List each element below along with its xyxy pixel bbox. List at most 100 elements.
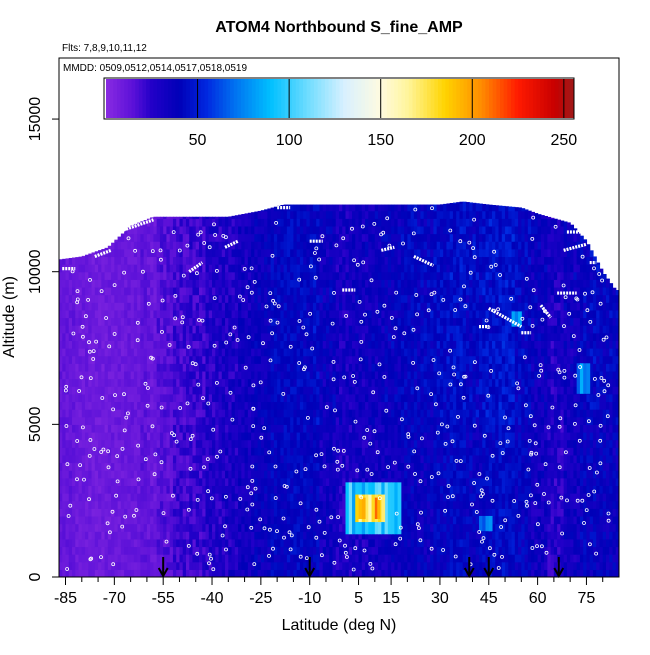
heatmap-cell [163,515,168,525]
heatmap-cell [130,431,135,441]
heatmap-cell [202,523,207,532]
heatmap-cell [234,317,239,326]
heatmap-cell [124,485,128,494]
heatmap-cell [78,500,83,509]
heatmap-cell [127,554,132,563]
heatmap-cell [127,477,132,487]
heatmap-cell [169,470,174,479]
heatmap-cell [114,523,119,532]
heatmap-cell [124,393,128,403]
heatmap-cell [241,393,246,403]
heatmap-cell [133,271,138,280]
heatmap-layer [59,201,619,577]
heatmap-cell [127,424,132,433]
heatmap-cell [120,256,125,265]
heatmap-cell [114,286,119,296]
heatmap-cell [238,264,242,273]
heatmap-cell [212,309,216,319]
heatmap-cell [59,348,63,357]
heatmap-cell [234,294,239,303]
heatmap-cell [150,233,155,242]
heatmap-cell [85,470,89,479]
heatmap-cell [91,515,96,525]
heatmap-cell [225,302,229,311]
heatmap-cell [205,279,210,288]
heatmap-cell [72,416,76,425]
heatmap-cell [231,531,236,540]
heatmap-cell [143,500,148,509]
heatmap-cell [140,477,145,487]
heatmap-cell [225,454,229,464]
heatmap-cell [88,325,93,334]
heatmap-cell [150,508,155,517]
heatmap-cell [202,493,207,502]
heatmap-cell [238,332,242,341]
heatmap-cell [140,393,145,403]
heatmap-cell [234,546,239,555]
heatmap-cell [195,378,200,387]
heatmap-cell [228,485,233,494]
heatmap-cell [75,424,80,433]
heatmap-cell [195,370,200,380]
heatmap-cell [111,424,115,433]
heatmap-cell [150,393,155,403]
heatmap-cell [172,386,177,395]
heatmap-cell [205,386,210,395]
heatmap-cell [59,271,63,280]
heatmap-cell [228,317,233,326]
heatmap-cell [182,416,187,425]
heatmap-cell [212,386,216,395]
heatmap-cell [169,523,174,532]
heatmap-cell [140,493,145,502]
heatmap-cell [199,340,203,349]
heatmap-cell [169,216,174,219]
heatmap-cell [107,309,112,319]
heatmap-cell [85,508,89,517]
heatmap-cell [215,500,220,509]
heatmap-cell [75,340,80,349]
heatmap-cell [218,241,223,250]
heatmap-cell [130,370,135,380]
heatmap-cell [98,250,102,258]
heatmap-cell [215,393,220,403]
heatmap-cell [127,355,132,364]
heatmap-cell [88,355,93,364]
heatmap-cell [202,508,207,517]
heatmap-cell [124,439,128,448]
heatmap-cell [130,332,135,341]
heatmap-cell [189,248,194,258]
heatmap-cell [185,493,190,502]
heatmap-cell [101,462,106,471]
heatmap-cell [59,264,63,273]
heatmap-cell [114,538,119,548]
heatmap-cell [91,470,96,479]
heatmap-cell [68,485,73,494]
heatmap-cell [192,294,197,303]
heatmap-cell [133,538,138,548]
heatmap-cell [78,409,83,418]
heatmap-cell [228,225,233,235]
heatmap-cell [205,531,210,540]
heatmap-cell [225,470,229,479]
heatmap-cell [117,477,122,487]
heatmap-cell [78,416,83,425]
heatmap-cell [182,218,187,227]
heatmap-cell [185,225,190,235]
heatmap-cell [156,424,161,433]
heatmap-cell [88,470,93,479]
heatmap-cell [215,431,220,441]
heatmap-cell [189,256,194,265]
heatmap-cell [81,561,86,570]
heatmap-cell [117,416,122,425]
heatmap-cell [107,332,112,341]
heatmap-cell [137,241,141,250]
heatmap-cell [68,317,73,326]
heatmap-cell [130,493,135,502]
heatmap-cell [208,325,213,334]
heatmap-cell [156,370,161,380]
heatmap-cell [107,454,112,464]
heatmap-cell [185,294,190,303]
heatmap-cell [156,248,161,258]
heatmap-cell [133,470,138,479]
